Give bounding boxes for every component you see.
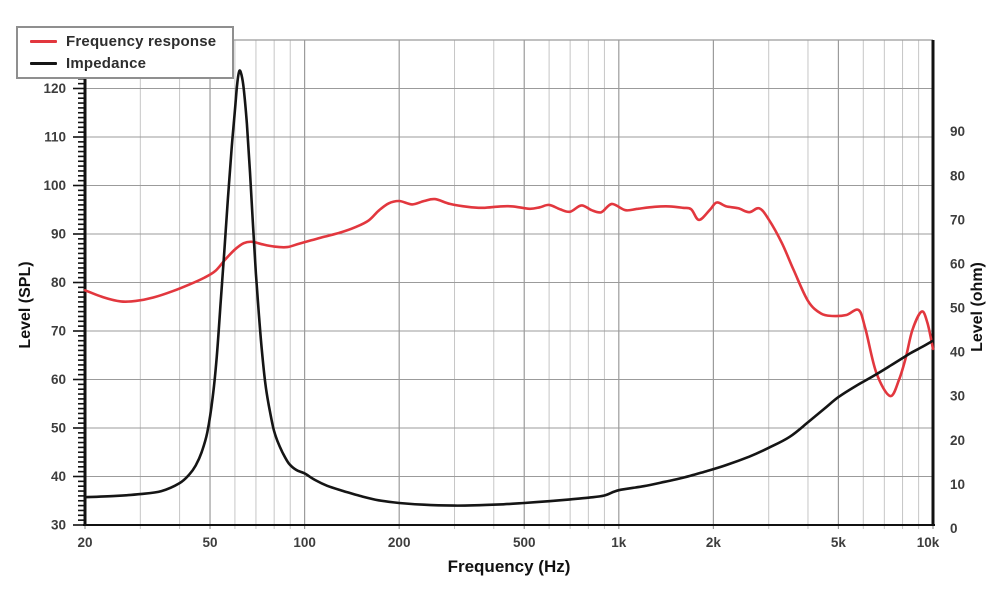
legend: Frequency response Impedance bbox=[16, 26, 234, 79]
svg-text:70: 70 bbox=[51, 324, 66, 339]
svg-text:100: 100 bbox=[43, 178, 66, 193]
svg-text:60: 60 bbox=[51, 372, 66, 387]
svg-text:200: 200 bbox=[388, 535, 411, 550]
svg-text:10k: 10k bbox=[917, 535, 940, 550]
legend-label-impedance: Impedance bbox=[66, 55, 147, 72]
svg-text:70: 70 bbox=[950, 212, 965, 227]
x-axis-title: Frequency (Hz) bbox=[447, 557, 571, 576]
svg-text:50: 50 bbox=[51, 421, 66, 436]
impedance-line-swatch bbox=[30, 62, 57, 65]
svg-text:30: 30 bbox=[51, 518, 66, 533]
svg-text:110: 110 bbox=[44, 130, 66, 145]
legend-item-frequency-response: Frequency response bbox=[30, 33, 232, 50]
svg-text:20: 20 bbox=[77, 535, 92, 550]
svg-text:20: 20 bbox=[950, 433, 965, 448]
svg-text:50: 50 bbox=[950, 301, 965, 316]
legend-label-frequency-response: Frequency response bbox=[66, 33, 217, 50]
curves bbox=[83, 69, 935, 507]
curve-impedance bbox=[83, 69, 935, 507]
svg-text:10: 10 bbox=[950, 477, 965, 492]
svg-text:1k: 1k bbox=[611, 535, 627, 550]
svg-text:90: 90 bbox=[950, 124, 965, 139]
svg-text:30: 30 bbox=[950, 389, 965, 404]
svg-text:40: 40 bbox=[950, 345, 965, 360]
svg-text:2k: 2k bbox=[706, 535, 722, 550]
svg-text:100: 100 bbox=[293, 535, 316, 550]
frequency-response-line-swatch bbox=[30, 40, 57, 43]
curve-frequency-response bbox=[83, 197, 935, 398]
gridlines bbox=[84, 40, 934, 529]
svg-text:500: 500 bbox=[513, 535, 536, 550]
svg-text:60: 60 bbox=[950, 256, 965, 271]
svg-text:90: 90 bbox=[51, 227, 66, 242]
svg-text:80: 80 bbox=[950, 168, 965, 183]
svg-text:40: 40 bbox=[51, 469, 66, 484]
svg-text:120: 120 bbox=[43, 81, 66, 96]
tick-labels: 30 40 50 60 70 80 90 100 110 120 0 10 20 30 40 50 60 70 80… bbox=[43, 81, 965, 550]
legend-item-impedance: Impedance bbox=[30, 55, 232, 72]
y-axis-title-right: Level (ohm) bbox=[969, 262, 986, 352]
svg-text:80: 80 bbox=[51, 275, 66, 290]
svg-text:50: 50 bbox=[203, 535, 218, 550]
svg-text:0: 0 bbox=[950, 521, 958, 536]
y-axis-title-left: Level (SPL) bbox=[17, 261, 34, 349]
svg-text:5k: 5k bbox=[831, 535, 847, 550]
